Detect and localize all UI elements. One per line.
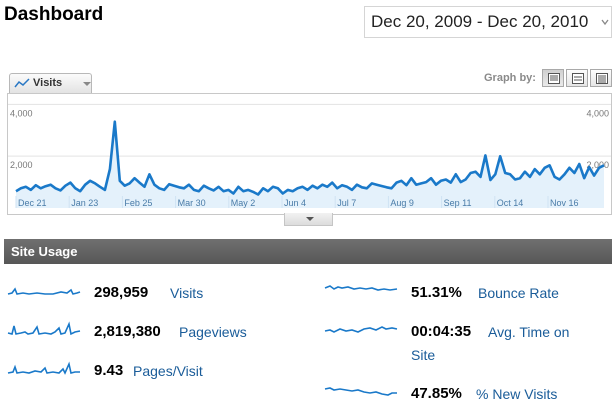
expand-graph-button[interactable]: [284, 213, 333, 226]
stat-new-visits: 47.85% % New Visits: [324, 383, 584, 405]
stat-pageviews: 2,819,380 Pageviews: [7, 321, 267, 343]
line-chart-icon: [14, 78, 30, 88]
site-usage-header: Site Usage: [4, 239, 612, 264]
stat-avg-time-link-line2[interactable]: Site: [411, 347, 436, 363]
new-visits-sparkline: [324, 387, 397, 396]
x-tick-label: Jul 7: [337, 198, 356, 208]
stat-avg-time-value: 00:04:35: [411, 323, 472, 340]
x-tick-label: Nov 16: [550, 198, 579, 208]
x-tick-label: Dec 21: [18, 198, 47, 208]
stat-bounce-rate-link[interactable]: Bounce Rate: [478, 285, 559, 301]
site-usage-title: Site Usage: [11, 244, 78, 259]
visits-chart-svg: 4,000 4,000 2,000 2,000 Dec 21 Jan 23 Feb 25 Ma…: [8, 103, 611, 208]
stat-pages-per-visit-link[interactable]: Pages/Visit: [133, 363, 203, 379]
day-view-icon: [548, 73, 560, 84]
stat-visits-value: 298,959: [94, 284, 149, 301]
y-tick-label-left: 4,000: [10, 108, 33, 118]
expand-caret-icon: [306, 217, 314, 221]
visits-sparkline: [7, 287, 81, 295]
visits-series-line: [15, 120, 605, 196]
stat-visits-link[interactable]: Visits: [170, 285, 204, 301]
stat-visits: 298,959 Visits: [7, 282, 207, 304]
chevron-down-icon: [601, 19, 609, 26]
month-view-icon: [596, 73, 608, 84]
metric-label: Visits: [33, 77, 63, 89]
visits-chart: 4,000 4,000 2,000 2,000 Dec 21 Jan 23 Feb 25 Ma…: [7, 93, 612, 215]
stat-new-visits-value: 47.85%: [411, 385, 462, 402]
page-title: Dashboard: [4, 4, 104, 25]
metric-selector[interactable]: Visits: [9, 73, 92, 93]
y-tick-label-right: 4,000: [586, 108, 609, 118]
x-tick-label: Feb 25: [124, 198, 152, 208]
x-tick-label: Jun 4: [284, 198, 306, 208]
avg-time-sparkline: [324, 326, 398, 333]
stat-avg-time: 00:04:35 Avg. Time on Site: [324, 321, 604, 365]
week-view-icon: [572, 73, 584, 84]
pages-per-visit-sparkline: [7, 361, 80, 375]
x-tick-label: Jan 23: [71, 198, 98, 208]
y-tick-label-left: 2,000: [10, 160, 33, 170]
x-tick-label: May 2: [231, 198, 256, 208]
bounce-rate-sparkline: [324, 285, 398, 291]
stat-bounce-rate-value: 51.31%: [411, 284, 462, 301]
stat-bounce-rate: 51.31% Bounce Rate: [324, 282, 574, 304]
stat-pageviews-value: 2,819,380: [94, 323, 161, 340]
dropdown-caret-icon: [83, 82, 91, 86]
date-range-text: Dec 20, 2009 - Dec 20, 2010: [371, 12, 589, 31]
x-tick-label: Aug 9: [390, 198, 414, 208]
date-range-selector[interactable]: Dec 20, 2009 - Dec 20, 2010: [364, 6, 612, 38]
x-tick-label: Mar 30: [178, 198, 206, 208]
graph-by-day-button[interactable]: [542, 69, 564, 87]
stat-pages-per-visit: 9.43 Pages/Visit: [7, 360, 227, 382]
graph-by-label: Graph by:: [484, 72, 536, 84]
y-tick-label-right: 2,000: [586, 160, 609, 170]
x-tick-label: Oct 14: [497, 198, 524, 208]
stat-new-visits-link[interactable]: % New Visits: [476, 386, 558, 402]
pageviews-sparkline: [7, 321, 81, 336]
visits-area-fill: [16, 121, 604, 208]
stat-pages-per-visit-value: 9.43: [94, 362, 124, 379]
graph-by-month-button[interactable]: [590, 69, 612, 87]
stat-avg-time-link[interactable]: Avg. Time on: [488, 324, 570, 340]
x-tick-label: Sep 11: [444, 198, 472, 208]
graph-by-week-button[interactable]: [566, 69, 588, 87]
stat-pageviews-link[interactable]: Pageviews: [179, 324, 247, 340]
